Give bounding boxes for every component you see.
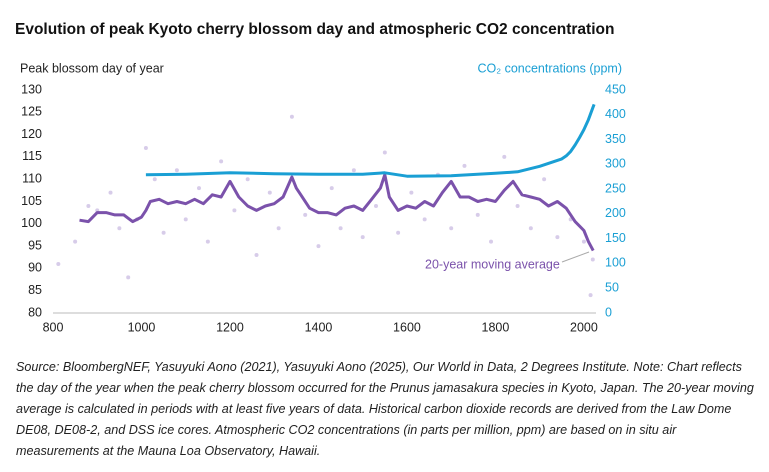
scatter-point (555, 235, 560, 240)
scatter-point (475, 212, 480, 217)
scatter-point (422, 217, 427, 222)
scatter-point (174, 168, 179, 173)
scatter-point (276, 226, 281, 231)
y-tick-label: 125 (21, 105, 42, 119)
scatter-point (73, 239, 78, 244)
scatter-point (489, 239, 494, 244)
y2-tick-label: 200 (605, 206, 626, 220)
moving-average-line (79, 173, 595, 252)
scatter-point (117, 226, 122, 231)
scatter-point (396, 230, 401, 235)
y-tick-label: 120 (21, 127, 42, 141)
scatter-point (329, 186, 334, 191)
y-tick-label: 115 (22, 149, 42, 163)
source-note: Source: BloombergNEF, Yasuyuki Aono (202… (16, 360, 754, 458)
x-tick-label: 2000 (570, 320, 598, 334)
scatter-point (502, 154, 507, 159)
scatter-point (360, 235, 365, 240)
scatter-point (542, 177, 547, 182)
scatter-point (126, 275, 131, 280)
y2-tick-label: 250 (605, 181, 626, 195)
scatter-point (528, 226, 533, 231)
y2-tick-label: 0 (605, 305, 612, 319)
scatter-point (382, 150, 387, 155)
scatter-point (152, 177, 157, 182)
scatter-point (232, 208, 237, 213)
annotation: 20-year moving average (425, 257, 560, 271)
scatter-point (316, 244, 321, 249)
scatter-point (588, 293, 593, 298)
scatter-point (205, 239, 210, 244)
x-tick-label: 800 (43, 320, 64, 334)
chart: Evolution of peak Kyoto cherry blossom d… (15, 21, 626, 334)
y-tick-label: 85 (28, 283, 42, 297)
scatter-point (219, 159, 224, 164)
scatter-point (86, 203, 91, 208)
scatter-point (161, 230, 166, 235)
scatter-point (267, 190, 272, 195)
y-tick-label: 105 (21, 194, 42, 208)
x-tick-label: 1200 (216, 320, 244, 334)
scatter-point (197, 186, 202, 191)
scatter-point (373, 203, 378, 208)
y2-tick-label: 350 (605, 132, 626, 146)
y2-axis-label: CO₂ concentrations (ppm) (478, 61, 623, 75)
scatter-point (245, 177, 250, 182)
y-tick-label: 95 (28, 238, 42, 252)
y2-tick-label: 50 (605, 281, 619, 295)
y2-tick-label: 100 (605, 256, 626, 270)
scatter-point (143, 145, 148, 150)
x-tick-label: 1400 (305, 320, 333, 334)
co2-line (145, 103, 596, 178)
scatter-point (56, 261, 61, 266)
y-tick-label: 130 (21, 82, 42, 96)
scatter-point (108, 190, 113, 195)
scatter-point (351, 168, 356, 173)
y-tick-label: 100 (21, 216, 42, 230)
scatter-point (338, 226, 343, 231)
y2-tick-label: 150 (605, 231, 626, 245)
y2-tick-label: 300 (605, 157, 626, 171)
scatter-point (303, 212, 308, 217)
chart-title: Evolution of peak Kyoto cherry blossom d… (15, 21, 614, 38)
annotation-leader (561, 251, 590, 263)
y-tick-label: 90 (28, 261, 42, 275)
scatter-point (183, 217, 188, 222)
scatter-point (581, 239, 586, 244)
scatter-point (515, 203, 520, 208)
y-axis-label: Peak blossom day of year (20, 61, 164, 75)
y2-tick-label: 400 (605, 107, 626, 121)
x-tick-label: 1600 (393, 320, 421, 334)
scatter-point (449, 226, 454, 231)
scatter-point (462, 163, 467, 168)
y-tick-label: 110 (22, 171, 42, 185)
x-tick-label: 1800 (482, 320, 510, 334)
x-tick-label: 1000 (128, 320, 156, 334)
scatter-point (289, 114, 294, 119)
scatter-point (409, 190, 414, 195)
y2-tick-label: 450 (605, 82, 626, 96)
y-tick-label: 80 (28, 305, 42, 319)
scatter-point (254, 253, 259, 258)
scatter-point (590, 257, 595, 262)
